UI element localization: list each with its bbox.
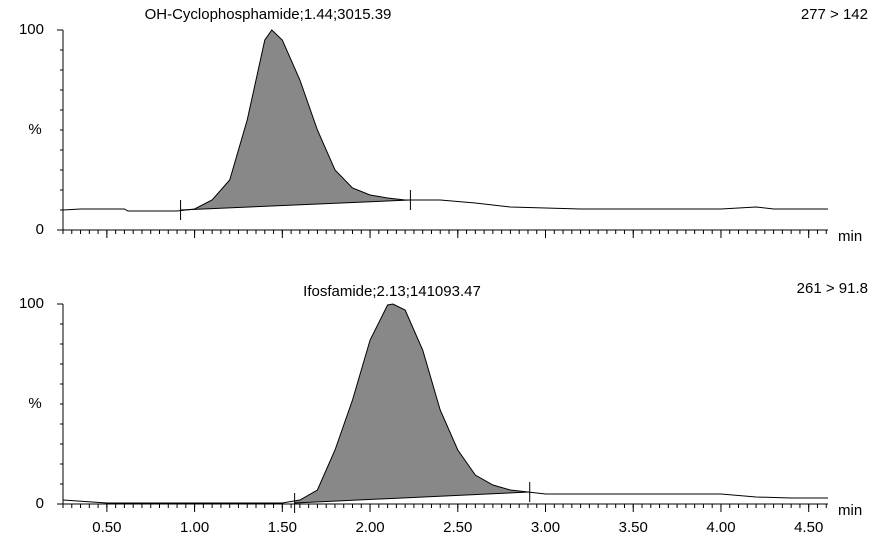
chart-title: Ifosfamide;2.13;141093.47 — [303, 283, 481, 300]
x-axis-label: min — [838, 228, 862, 245]
x-tick-label: 3.00 — [531, 519, 560, 536]
x-axis-label: min — [838, 502, 862, 519]
x-tick-label: 2.00 — [355, 519, 384, 536]
peak-area — [294, 304, 530, 503]
y-tick-label: 100 — [19, 295, 44, 312]
y-tick-label: 0 — [36, 495, 44, 512]
x-tick-label: 4.50 — [794, 519, 823, 536]
x-tick-label: 3.50 — [619, 519, 648, 536]
x-tick-label: 0.50 — [92, 519, 121, 536]
x-tick-label: 4.00 — [706, 519, 735, 536]
annotation: 277 > 142 — [801, 6, 868, 23]
chart-title: OH-Cyclophosphamide;1.44;3015.39 — [145, 6, 392, 23]
baseline — [180, 199, 411, 211]
annotation: 261 > 91.8 — [797, 280, 868, 297]
trace — [62, 303, 828, 504]
x-tick-label: 2.50 — [443, 519, 472, 536]
y-tick-label: 100 — [19, 21, 44, 38]
y-tick-label: 0 — [36, 221, 44, 238]
y-axis-label: % — [28, 395, 41, 412]
baseline — [294, 491, 530, 504]
trace — [62, 29, 828, 212]
y-axis-label: % — [28, 121, 41, 138]
peak-area — [180, 30, 411, 211]
x-tick-label: 1.00 — [180, 519, 209, 536]
x-tick-label: 1.50 — [268, 519, 297, 536]
